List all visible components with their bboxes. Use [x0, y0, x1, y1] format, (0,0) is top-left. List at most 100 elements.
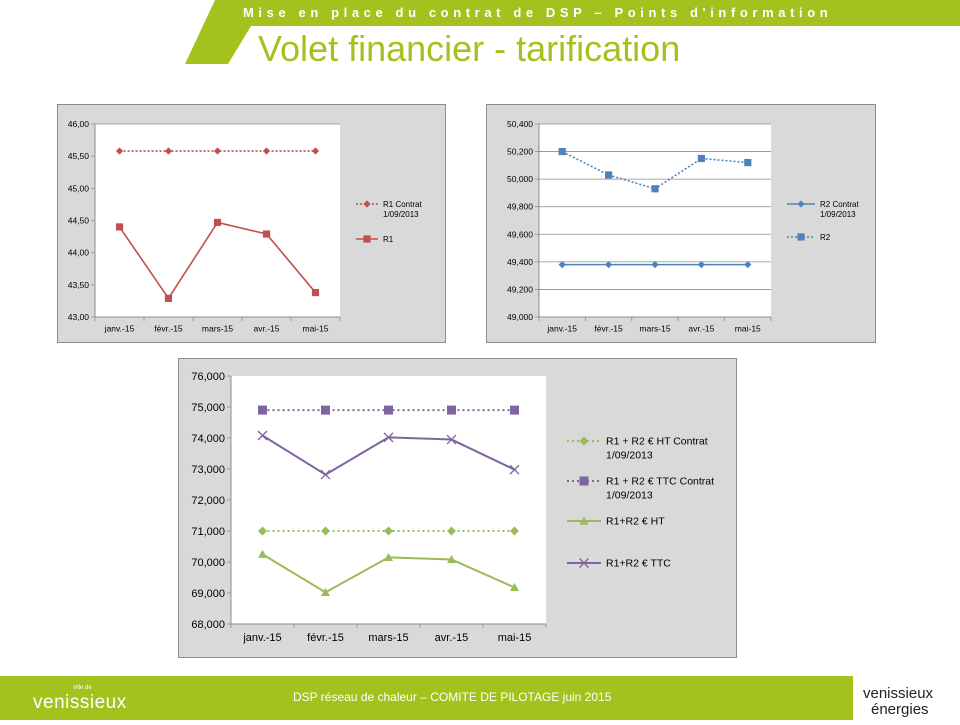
chart1-legend-1-marker — [363, 235, 371, 243]
chart-r1: 43,00 43,50 44,00 44,50 45,00 45,50 46,00 janv.… — [57, 104, 446, 343]
chart3-series-3-point — [383, 432, 394, 443]
chart3-y-tick-label: 72,000 — [191, 495, 225, 507]
chart3-x-tick-label: mars-15 — [368, 632, 408, 644]
chart3-y-tick-label: 70,000 — [191, 557, 225, 569]
header-banner — [185, 0, 960, 64]
chart2-y-tick-label: 49,200 — [507, 284, 533, 294]
chart3-legend-0-marker — [579, 436, 589, 446]
chart-r1-r2: 68,000 69,000 70,000 71,000 72,000 73,000 74,0… — [178, 358, 737, 658]
chart3-series-1-point — [258, 405, 267, 415]
chart2-y-tick-label: 49,800 — [507, 202, 533, 212]
chart1-x-tick-label: févr.-15 — [154, 324, 183, 334]
chart1-y-tick-label: 43,50 — [68, 280, 90, 290]
chart2-y-tick-label: 49,600 — [507, 229, 533, 239]
banner-text: Mise en place du contrat de DSP – Points… — [243, 5, 833, 20]
chart3-plot-area — [231, 376, 546, 624]
chart3-legend-3-label: R1+R2 € TTC — [606, 558, 671, 570]
chart3-x-tick-label: janv.-15 — [242, 632, 281, 644]
chart2-y-tick-label: 49,000 — [507, 312, 533, 322]
chart3-series-1-point — [321, 405, 330, 415]
chart1-series-0-point — [213, 147, 222, 155]
chart3-series-0-point — [321, 526, 330, 536]
chart3-legend-2-label: R1+R2 € HT — [606, 516, 665, 528]
chart2-series-1-point — [744, 159, 752, 167]
chart-r1-svg: 43,00 43,50 44,00 44,50 45,00 45,50 46,00 janv.… — [68, 119, 423, 334]
chart3-series-3-point — [446, 434, 457, 445]
chart3-series-2-point — [321, 587, 330, 596]
chart2-y-tick-label: 50,200 — [507, 147, 533, 157]
chart2-y-tick-label: 50,000 — [507, 174, 533, 184]
chart1-y-tick-label: 45,00 — [68, 183, 90, 193]
chart2-y-tick-label: 49,400 — [507, 257, 533, 267]
chart2-legend-0-marker — [797, 200, 805, 208]
chart1-y-tick-label: 44,50 — [68, 215, 90, 225]
chart2-x-tick-label: févr.-15 — [594, 324, 623, 334]
chart2-y-tick-label: 50,400 — [507, 119, 533, 129]
chart2-series-1-point — [651, 185, 659, 193]
svg-text:énergies: énergies — [871, 701, 929, 718]
chart3-series-0-point — [258, 526, 267, 536]
chart2-series-1-point — [605, 171, 613, 179]
chart1-series-1-point — [311, 288, 320, 297]
svg-text:venissieux: venissieux — [863, 685, 934, 702]
chart1-series-0-point — [115, 147, 124, 155]
chart-r2: 49,000 49,200 49,400 49,600 49,800 50,000 50,2… — [486, 104, 876, 343]
chart3-y-tick-label: 75,000 — [191, 402, 225, 414]
chart3-legend-1-label: R1 + R2 € TTC Contrat 1/09/2013 — [606, 476, 714, 502]
chart3-series-2-point — [384, 552, 393, 561]
chart1-series-1-point — [164, 294, 173, 302]
chart3-y-tick-label: 74,000 — [191, 433, 225, 445]
chart2-legend-1-marker — [797, 233, 805, 241]
chart1-series-1-point — [262, 230, 271, 238]
chart3-series-0-point — [447, 526, 456, 536]
chart3-series-3-point — [257, 430, 268, 441]
chart3-x-tick-label: avr.-15 — [435, 632, 469, 644]
chart1-y-tick-label: 44,00 — [68, 248, 90, 258]
chart3-series-1-point — [510, 405, 519, 415]
chart2-series-1-point — [697, 154, 705, 163]
chart2-x-tick-label: janv.-15 — [546, 324, 577, 334]
chart-r1-r2-svg: 68,000 69,000 70,000 71,000 72,000 73,000 74,0… — [191, 371, 714, 644]
chart2-plot-area — [539, 124, 771, 317]
chart1-y-tick-label: 45,50 — [68, 151, 90, 161]
chart3-y-tick-label: 76,000 — [191, 371, 225, 383]
chart1-x-tick-label: mars-15 — [202, 324, 233, 334]
chart3-series-0-point — [510, 526, 519, 536]
chart3-legend-1-marker — [579, 476, 589, 486]
chart2-x-tick-label: avr.-15 — [688, 324, 714, 334]
chart1-legend-0-marker — [363, 200, 371, 208]
chart3-legend-3-marker — [579, 558, 589, 568]
chart3-series-1-point — [384, 405, 393, 415]
svg-text:ville de: ville de — [73, 685, 92, 691]
chart3-series-3-point — [320, 469, 331, 480]
chart3-y-tick-label: 69,000 — [191, 588, 225, 600]
chart1-series-1-point — [213, 218, 222, 227]
chart-r2-svg: 49,000 49,200 49,400 49,600 49,800 50,000 50,2… — [507, 119, 859, 334]
svg-text:venissieux: venissieux — [33, 692, 127, 713]
chart3-series-2-point — [258, 549, 267, 558]
chart1-y-tick-label: 46,00 — [68, 119, 90, 129]
chart3-x-tick-label: mai-15 — [498, 632, 532, 644]
chart2-legend-0-label: R2 Contrat 1/09/2013 — [820, 200, 859, 219]
chart3-series-0-point — [384, 526, 393, 536]
chart3-y-tick-label: 73,000 — [191, 464, 225, 476]
chart3-series-3-point — [509, 464, 520, 475]
chart3-x-tick-label: févr.-15 — [307, 632, 344, 644]
chart1-series-0-point — [164, 147, 173, 155]
chart3-series-1-point — [447, 405, 456, 415]
chart1-y-tick-label: 43,00 — [68, 312, 90, 322]
chart1-x-tick-label: janv.-15 — [104, 324, 135, 334]
chart2-x-tick-label: mai-15 — [735, 324, 761, 334]
venissieux-energies-logo: venissieux énergies — [853, 676, 960, 720]
chart3-series-2-point — [510, 582, 519, 592]
chart3-y-tick-label: 71,000 — [191, 526, 225, 538]
chart1-series-1-point — [115, 223, 124, 231]
footer-text: DSP réseau de chaleur – COMITE DE PILOTA… — [293, 690, 612, 704]
chart3-legend-0-label: R1 + R2 € HT Contrat 1/09/2013 — [606, 436, 708, 462]
chart3-legend-2-marker — [579, 516, 589, 525]
chart2-series-1-point — [558, 147, 566, 156]
chart3-y-tick-label: 68,000 — [191, 619, 225, 631]
page-title: Volet financier - tarification — [258, 28, 681, 69]
chart2-legend-1-label: R2 — [820, 233, 831, 242]
chart1-x-tick-label: avr.-15 — [254, 324, 280, 334]
